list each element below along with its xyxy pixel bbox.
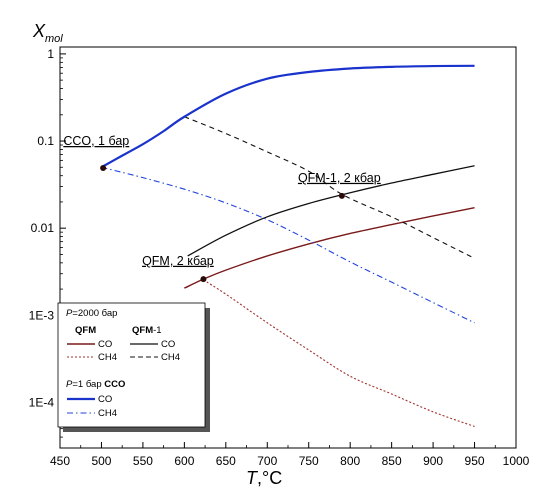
y-tick-label: 1: [47, 47, 54, 61]
point-annotation: CCO, 1 бар: [63, 134, 129, 148]
legend: P=2000 бар QFM QFM-1 CO CO CH4 CH4 P=1 б…: [57, 302, 210, 432]
series-qfm1_co: [187, 165, 475, 257]
x-tick-label: 750: [299, 454, 319, 468]
legend-label-cco-co: CO: [98, 394, 112, 405]
x-tick-label: 650: [216, 454, 236, 468]
legend-box: [57, 302, 206, 428]
plot-frame: [59, 46, 517, 449]
legend-label-qfm1-co: CO: [161, 339, 175, 350]
point-annotation: QFM, 2 кбар: [142, 254, 214, 268]
point-annotation: QFM-1, 2 кбар: [298, 171, 381, 185]
annotations: CCO, 1 бар QFM-1, 2 кбар QFM, 2 кбар: [63, 134, 380, 268]
series-layer: [100, 64, 475, 427]
legend-header-pressure-2000: P=2000 бар: [66, 308, 117, 319]
x-tick-label: 500: [91, 454, 111, 468]
x-tick-label: 600: [174, 454, 194, 468]
data-point-marker: [338, 192, 345, 199]
x-tick-label: 900: [423, 454, 443, 468]
x-axis-label: T,°C: [246, 468, 282, 488]
series-qfm_co: [184, 206, 475, 289]
marker-layer: [100, 165, 345, 283]
legend-col-qfm: QFM: [75, 325, 96, 336]
series-qfm1_ch4: [184, 116, 475, 259]
y-tick-label: 0.01: [31, 221, 55, 235]
series-qfm_ch4: [203, 279, 475, 427]
y-tick-label: 0.1: [37, 134, 54, 148]
data-point-marker: [100, 165, 107, 172]
legend-col-qfm1: QFM-1: [132, 325, 162, 336]
x-tick-label: 550: [133, 454, 153, 468]
x-tick-label: 1000: [503, 454, 530, 468]
x-tick-label: 700: [257, 454, 277, 468]
tick-labels: 450 500 550 600 650 700 750 800 850 900 950 1000 1 0.…: [29, 47, 530, 468]
series-cco_co: [100, 64, 475, 169]
x-tick-label: 950: [465, 454, 485, 468]
data-point-marker: [200, 276, 207, 283]
legend-label-cco-ch4: CH4: [98, 408, 117, 419]
x-tick-label: 450: [50, 454, 70, 468]
x-tick-label: 850: [382, 454, 402, 468]
legend-header-pressure-1: P=1 бар CCO: [66, 379, 125, 390]
y-axis-label: Xmol: [32, 21, 63, 45]
y-tick-label: 1E-3: [29, 308, 55, 322]
series-cco_ch4: [101, 166, 475, 324]
legend-label-qfm1-ch4: CH4: [161, 352, 180, 363]
y-tick-label: 1E-4: [29, 395, 55, 409]
legend-label-qfm-co: CO: [98, 339, 112, 350]
x-tick-label: 800: [340, 454, 360, 468]
legend-label-qfm-ch4: CH4: [98, 352, 117, 363]
